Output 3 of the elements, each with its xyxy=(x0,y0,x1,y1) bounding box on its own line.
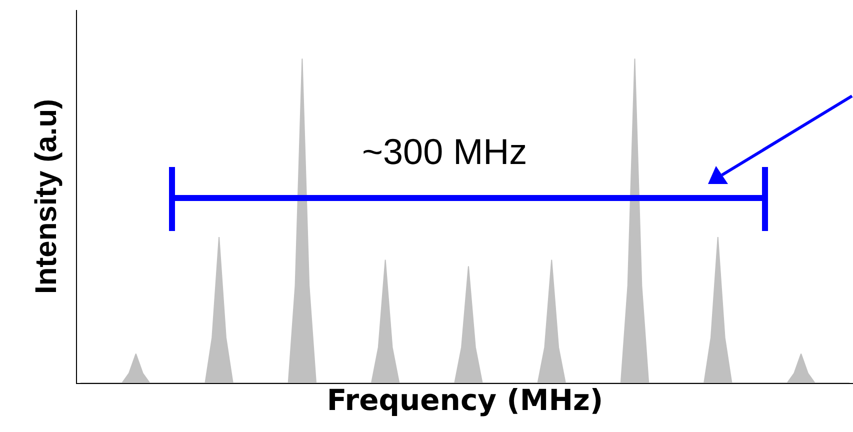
y-axis-title: Intensity (a.u) xyxy=(30,98,63,294)
x-axis-title: Frequency (MHz) xyxy=(326,382,604,417)
annotation: ~300 MHz xyxy=(362,131,528,172)
